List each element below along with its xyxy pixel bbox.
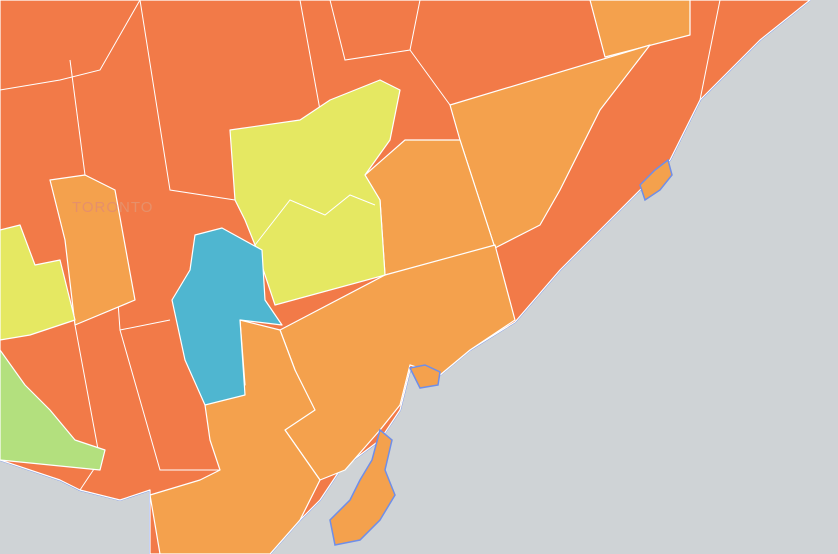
region	[149, 319, 321, 554]
region	[0, 224, 76, 341]
place-label: TORONTO	[72, 199, 153, 216]
region	[229, 79, 401, 306]
region	[589, 0, 691, 58]
region-border	[254, 194, 376, 246]
region	[171, 227, 283, 406]
region	[0, 349, 106, 471]
islands	[329, 158, 673, 546]
region	[49, 174, 136, 326]
